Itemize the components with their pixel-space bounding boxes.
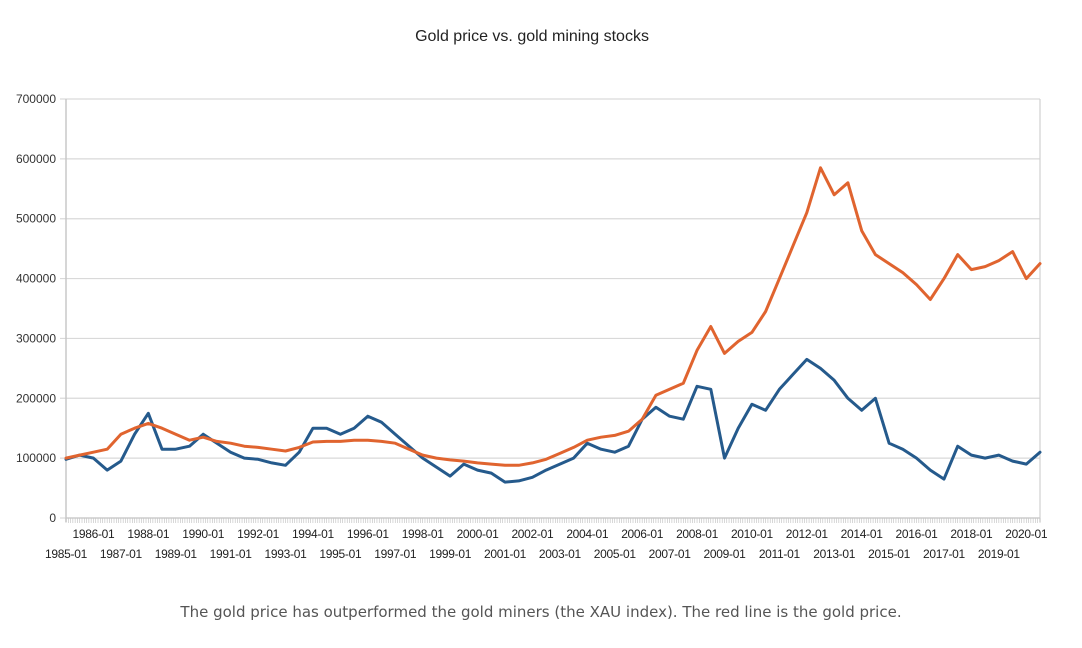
y-tick-label: 300000 xyxy=(16,331,56,345)
x-tick-label: 2003-01 xyxy=(539,547,582,561)
x-tick-label: 1996-01 xyxy=(347,527,390,541)
gold-miners-line xyxy=(64,357,1042,484)
figure-caption: The gold price has outperformed the gold… xyxy=(180,603,902,621)
x-tick-label: 2016-01 xyxy=(896,527,939,541)
line-chart: Gold price vs. gold mining stocks 0 10000… xyxy=(16,28,1048,561)
x-tick-label: 2006-01 xyxy=(621,527,664,541)
x-tick-label: 2015-01 xyxy=(868,547,911,561)
x-tick-label: 1989-01 xyxy=(155,547,198,561)
x-tick-label: 1992-01 xyxy=(237,527,280,541)
y-tick-label: 600000 xyxy=(16,152,56,166)
y-tick-label: 500000 xyxy=(16,212,56,226)
x-tick-label: 1990-01 xyxy=(182,527,225,541)
y-tick-label: 0 xyxy=(49,511,56,525)
x-tick-label: 1997-01 xyxy=(374,547,417,561)
y-tick-label: 200000 xyxy=(16,391,56,405)
x-tick-label: 2009-01 xyxy=(704,547,747,561)
x-tick-label: 1999-01 xyxy=(429,547,472,561)
x-tick-label: 2017-01 xyxy=(923,547,966,561)
x-tick-label: 2019-01 xyxy=(978,547,1021,561)
x-tick-label: 1998-01 xyxy=(402,527,445,541)
series-lines xyxy=(64,166,1042,484)
x-tick-label: 2002-01 xyxy=(511,527,554,541)
x-tick-label: 2008-01 xyxy=(676,527,719,541)
x-tick-label: 2014-01 xyxy=(841,527,884,541)
x-tick-label: 2011-01 xyxy=(759,547,801,561)
x-tick-label: 2010-01 xyxy=(731,527,774,541)
y-tick-label: 400000 xyxy=(16,272,56,286)
x-tick-label: 1994-01 xyxy=(292,527,335,541)
x-tick-label: 2005-01 xyxy=(594,547,637,561)
x-tick-label: 1987-01 xyxy=(100,547,143,561)
gold-price-line xyxy=(64,166,1042,467)
chart-title: Gold price vs. gold mining stocks xyxy=(415,28,649,45)
gridlines xyxy=(60,98,1040,519)
y-axis: 0 100000 200000 300000 400000 500000 600000 700… xyxy=(16,92,1041,525)
x-tick-label: 2004-01 xyxy=(566,527,609,541)
x-tick-label: 2007-01 xyxy=(649,547,692,561)
x-tick-label: 1986-01 xyxy=(72,527,115,541)
x-tick-label: 1988-01 xyxy=(127,527,170,541)
y-tick-label: 100000 xyxy=(16,451,56,465)
x-tick-label: 2000-01 xyxy=(457,527,500,541)
x-tick-label: 1985-01 xyxy=(45,547,88,561)
x-tick-label: 1995-01 xyxy=(319,547,362,561)
x-tick-label: 2020-01 xyxy=(1005,527,1048,541)
y-tick-label: 700000 xyxy=(16,92,56,106)
x-tick-label: 1993-01 xyxy=(265,547,308,561)
x-tick-label: 1991-01 xyxy=(210,547,253,561)
x-axis: 1986-01 1988-01 1990-01 1992-01 1994-01 1996-… xyxy=(45,517,1048,561)
x-tick-label: 2013-01 xyxy=(813,547,856,561)
x-tick-label: 2018-01 xyxy=(950,527,993,541)
x-tick-label: 2001-01 xyxy=(484,547,527,561)
x-tick-label: 2012-01 xyxy=(786,527,829,541)
